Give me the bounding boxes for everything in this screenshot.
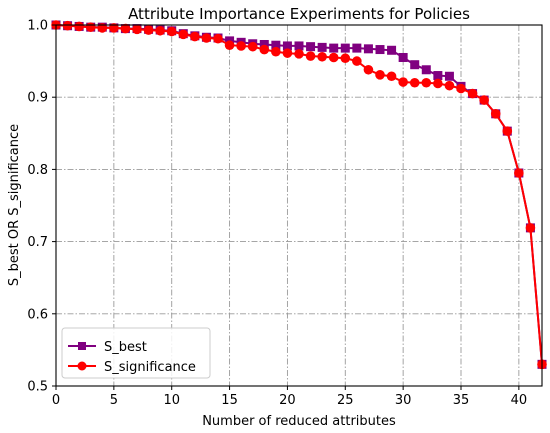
y-tick-label: 0.7 — [27, 235, 48, 250]
data-point-s-best — [352, 43, 362, 53]
data-point-s-best — [387, 45, 397, 55]
y-axis-ticks: 0.5 0.6 0.7 0.8 0.9 1.0 — [27, 19, 56, 395]
data-point-s-best — [421, 65, 431, 75]
data-point-s-significance — [74, 21, 84, 32]
data-point-s-significance — [85, 22, 96, 32]
data-point-s-significance — [328, 52, 339, 63]
data-point-s-significance — [247, 41, 258, 52]
data-point-s-significance — [143, 25, 154, 35]
data-point-s-significance — [62, 20, 73, 31]
data-point-s-significance — [444, 80, 455, 91]
data-point-s-best — [444, 71, 454, 81]
data-point-s-significance — [525, 223, 536, 233]
legend-marker-s-significance — [77, 361, 87, 371]
x-tick-label: 35 — [453, 393, 470, 408]
data-point-s-significance — [166, 26, 177, 37]
x-tick-label: 5 — [110, 393, 118, 408]
data-point-s-best — [363, 44, 373, 54]
data-point-s-significance — [340, 53, 351, 64]
data-point-s-best — [306, 42, 316, 52]
data-point-s-best — [340, 43, 350, 53]
legend-box — [61, 327, 211, 379]
data-point-s-significance — [467, 88, 478, 99]
data-point-s-significance — [282, 48, 293, 58]
legend-label-s-significance: S_significance — [104, 360, 196, 375]
data-point-s-best — [294, 41, 304, 51]
data-point-s-best — [410, 60, 420, 70]
data-point-s-significance — [352, 56, 362, 66]
data-point-s-significance — [259, 44, 270, 55]
data-point-s-significance — [421, 77, 432, 88]
x-tick-label: 30 — [395, 393, 412, 408]
plot-frame — [55, 24, 543, 387]
y-tick-label: 1.0 — [27, 19, 48, 34]
data-point-s-significance — [363, 64, 374, 75]
data-point-s-significance — [178, 29, 189, 40]
x-tick-label: 20 — [279, 393, 296, 408]
x-tick-label: 0 — [52, 393, 60, 408]
data-point-s-best — [329, 43, 339, 53]
y-axis-label: S_best OR S_significance — [7, 124, 22, 286]
data-point-s-best — [375, 45, 385, 55]
data-point-s-best — [317, 42, 327, 52]
data-point-s-best — [398, 52, 408, 62]
data-point-s-significance — [120, 23, 131, 34]
data-point-s-significance — [201, 33, 212, 43]
y-tick-label: 0.9 — [27, 91, 48, 106]
data-point-s-significance — [514, 168, 524, 178]
data-point-s-significance — [155, 25, 165, 36]
data-point-s-best — [433, 71, 443, 81]
data-point-s-significance — [409, 77, 420, 88]
data-point-s-significance — [132, 24, 142, 35]
data-point-s-significance — [317, 51, 327, 62]
data-point-s-significance — [398, 77, 408, 87]
data-point-s-significance — [213, 33, 223, 44]
legend-label-s-best: S_best — [104, 340, 147, 355]
data-point-s-significance — [305, 51, 316, 61]
y-tick-label: 0.8 — [27, 163, 48, 178]
legend-marker-s-best — [78, 342, 86, 350]
x-tick-label: 15 — [221, 393, 238, 408]
x-axis-label: Number of reduced attributes — [202, 414, 396, 429]
data-point-s-significance — [502, 126, 513, 136]
series-layer — [51, 20, 547, 370]
data-point-s-significance — [433, 78, 443, 89]
data-point-s-significance — [490, 109, 501, 119]
x-axis-ticks: 0 5 10 15 20 25 30 35 40 — [52, 386, 527, 408]
data-point-s-significance — [224, 40, 235, 51]
data-point-s-significance — [375, 70, 385, 80]
y-tick-label: 0.5 — [27, 380, 48, 395]
data-point-s-significance — [479, 95, 489, 105]
data-point-s-best — [282, 41, 292, 51]
data-point-s-significance — [236, 41, 246, 51]
legend: S_best S_significance — [61, 327, 211, 379]
data-point-s-best — [259, 39, 269, 49]
x-tick-label: 40 — [511, 393, 528, 408]
data-point-s-significance — [190, 31, 200, 42]
data-point-s-significance — [456, 83, 466, 94]
data-point-s-significance — [271, 46, 281, 57]
chart-title: Attribute Importance Experiments for Pol… — [128, 5, 470, 23]
y-tick-label: 0.6 — [27, 307, 48, 322]
data-point-s-best — [271, 40, 281, 50]
x-tick-label: 10 — [163, 393, 180, 408]
x-tick-label: 25 — [337, 393, 354, 408]
data-point-s-significance — [294, 49, 304, 59]
data-point-s-significance — [386, 71, 397, 82]
